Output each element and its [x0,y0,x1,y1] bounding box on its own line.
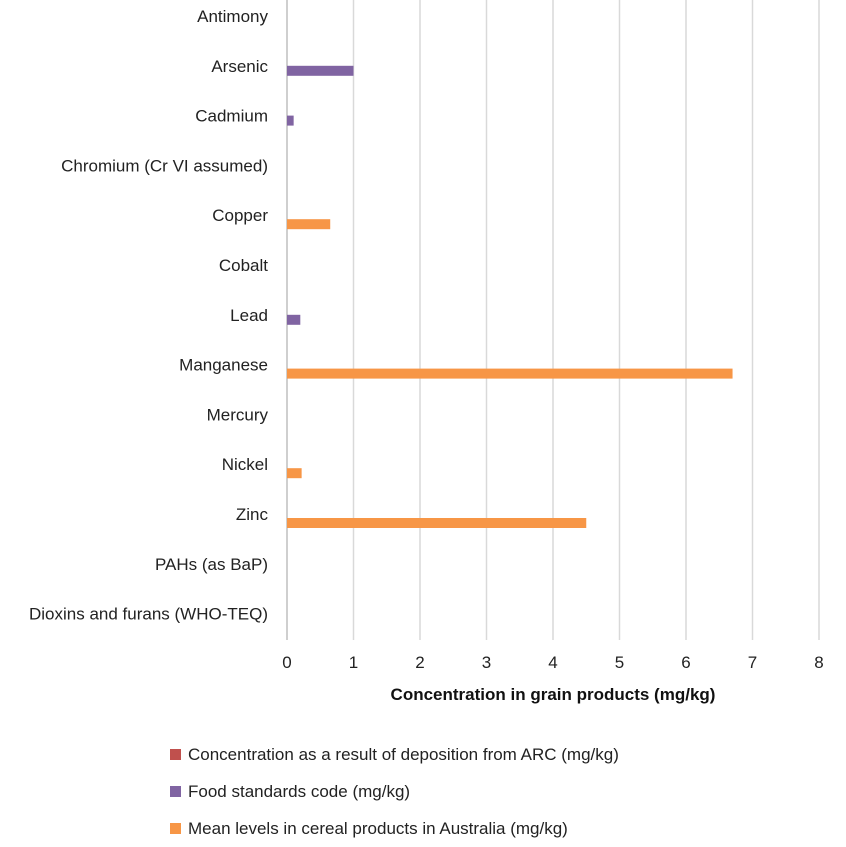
x-tick-label: 7 [748,653,757,672]
category-label: Arsenic [211,57,268,76]
x-tick-label: 2 [415,653,424,672]
x-tick-label: 5 [615,653,624,672]
x-tick-label: 8 [814,653,823,672]
category-label: Zinc [236,505,269,524]
category-label: Cadmium [195,107,268,126]
category-label: Cobalt [219,256,268,275]
category-label: Antimony [197,7,268,26]
x-tick-label: 1 [349,653,358,672]
x-tick-label: 3 [482,653,491,672]
legend-swatch [170,786,181,797]
legend-swatch [170,749,181,760]
bar-chart: Antimony Arsenic Cadmium Chromium (Cr VI as… [29,0,824,704]
legend: Concentration as a result of deposition … [170,736,619,847]
bars [287,65,733,528]
legend-item: Mean levels in cereal products in Austra… [170,810,619,847]
x-axis-title: Concentration in grain products (mg/kg) [391,685,716,704]
category-labels: Antimony Arsenic Cadmium Chromium (Cr VI as… [29,7,268,624]
category-label: Copper [212,206,268,225]
bar [287,115,294,126]
legend-item: Concentration as a result of deposition … [170,736,619,773]
bar [287,314,301,325]
category-label: Dioxins and furans (WHO-TEQ) [29,605,268,624]
category-label: Nickel [222,455,268,474]
x-tick-label: 0 [282,653,291,672]
bar [287,518,587,528]
x-tick-label: 4 [548,653,557,672]
category-label: Chromium (Cr VI assumed) [61,156,268,175]
category-label: Mercury [207,405,269,424]
bar [287,368,733,379]
category-label: Manganese [179,356,268,375]
legend-label: Mean levels in cereal products in Austra… [188,818,568,838]
legend-item: Food standards code (mg/kg) [170,773,619,810]
category-label: Lead [230,306,268,325]
legend-label: Food standards code (mg/kg) [188,781,411,801]
tick-labels: 0 1 2 3 4 5 6 7 8 [282,653,823,672]
gridlines [286,0,820,640]
bar [287,65,354,76]
x-tick-label: 6 [681,653,690,672]
bar [287,219,331,230]
bar [287,468,302,479]
legend-swatch [170,823,181,834]
legend-label: Concentration as a result of deposition … [188,744,619,764]
category-label: PAHs (as BaP) [155,555,268,574]
